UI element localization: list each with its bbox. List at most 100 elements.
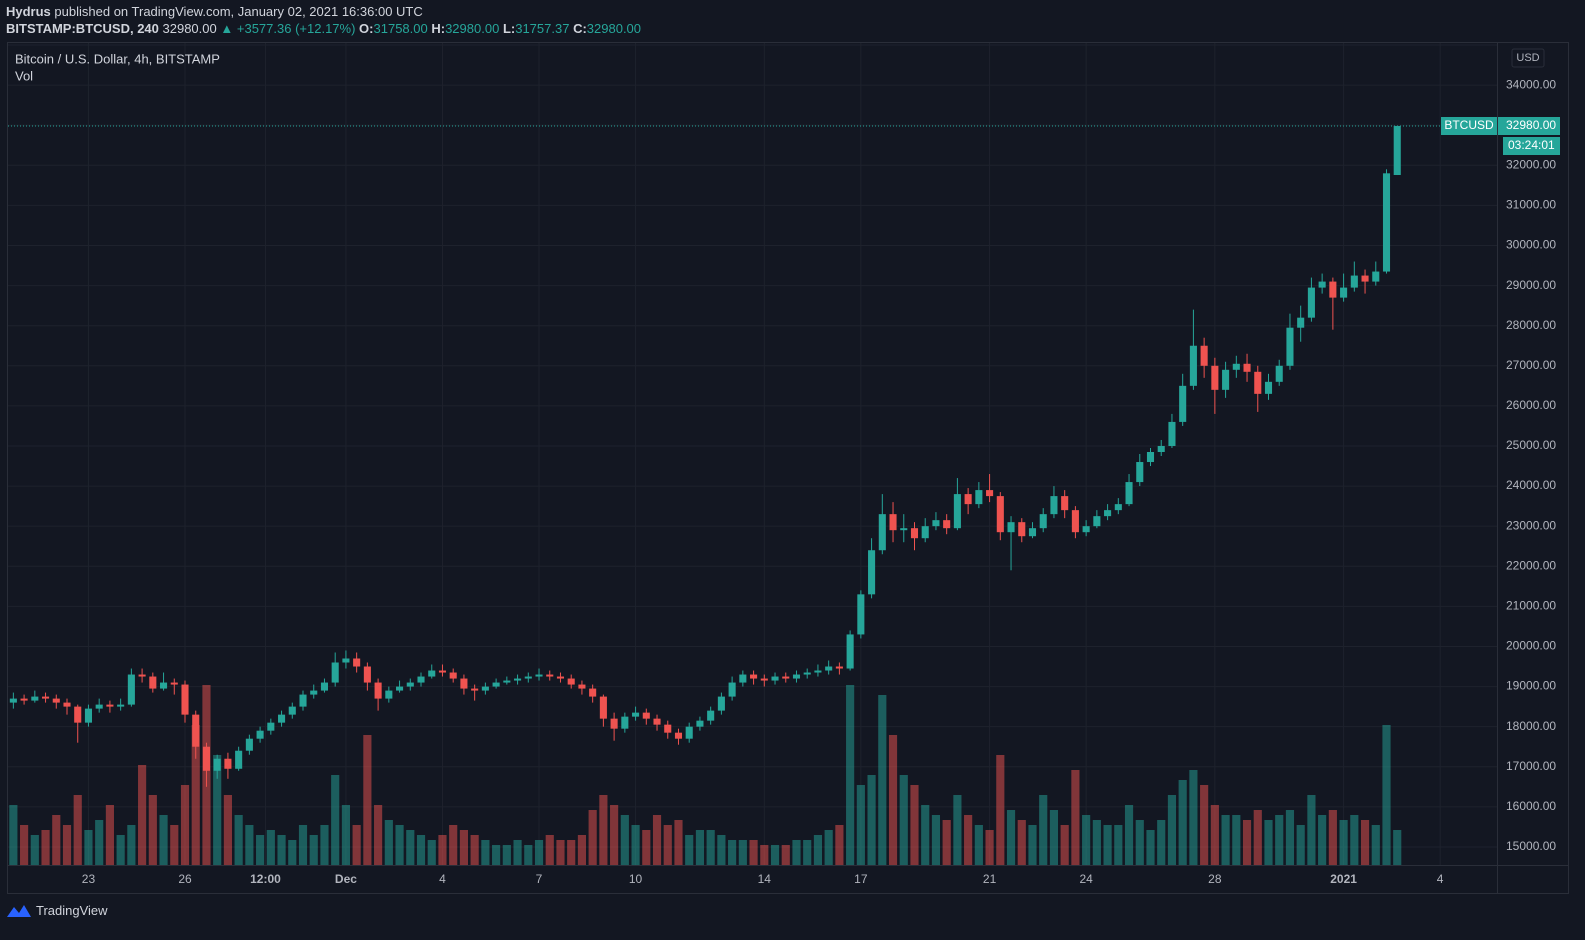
volume-bar [502,845,511,865]
candle-body [449,672,457,679]
axes: 15000.00 16000.00 17000.00 18000.00 19000.00… [82,48,1560,886]
volume-bar [170,825,179,865]
author: Hydrus [6,4,51,19]
candle-body [374,682,382,699]
candle-body [1307,287,1315,318]
volume-bar [1221,815,1230,865]
candle-body [567,678,575,685]
volume-bar [770,845,780,865]
candle-body [1125,482,1133,505]
volume-bar [492,845,501,865]
volume-bar [1124,805,1134,865]
volume-bar [1232,815,1241,865]
candle-body [1039,514,1047,529]
volume-bar [341,805,350,865]
candle-body [1211,365,1219,390]
volume-bar [1006,810,1016,865]
symbol-label-box [1441,117,1497,136]
symbol-label: BTCUSD [1444,118,1494,132]
candle-body [664,724,672,733]
volume-bar [73,795,82,865]
volume-bar [1135,820,1144,865]
volume-bar [374,805,383,865]
volume-bar [395,825,404,865]
volume-bar [556,840,565,865]
candle-body [771,676,779,681]
candle-body [363,666,371,683]
volume-bar [459,830,469,865]
candle-body [224,758,232,769]
candle-body [792,674,801,679]
volume-layer [9,685,1402,865]
volume-bar [148,795,157,865]
candle-body [1093,516,1101,527]
x-tick-label: Dec [335,872,357,886]
symbol-line: BITSTAMP:BTCUSD, 240 32980.00 ▲ +3577.36… [6,21,641,36]
volume-bar [792,840,801,865]
volume-bar [481,840,490,865]
candle-body [202,746,211,771]
volume-bar [406,830,415,865]
volume-bar [1210,805,1219,865]
volume-bar [685,835,694,865]
volume-bar [363,735,372,865]
volume-bar [470,835,479,865]
candle-body [1254,371,1262,394]
candle-body [556,676,565,679]
volume-bar [695,830,705,865]
candle-body [460,678,468,689]
candle-body [1372,271,1380,282]
volume-bar [256,835,265,865]
x-tick-label: 21 [983,872,997,886]
x-tick-label: 4 [1437,872,1444,886]
candle-body [782,676,790,679]
candle-body [986,490,994,497]
y-tick-label: 19000.00 [1506,679,1556,693]
candle-body [760,678,768,681]
volume-bar [1167,795,1177,865]
volume-bar [610,805,619,865]
candle-body [84,708,92,723]
volume-bar [298,825,308,865]
candle-layer [8,125,1497,787]
volume-bar [620,815,629,865]
candle-body [1061,496,1069,511]
candle-body [63,702,71,707]
x-tick-label: 4 [439,872,446,886]
volume-bar [1189,770,1198,865]
countdown-box [1503,137,1560,156]
candle-body [267,722,275,731]
y-tick-label: 24000.00 [1506,478,1556,492]
volume-bar [1328,810,1337,865]
last-price: 32980.00 [162,21,217,36]
volume-bar [921,805,930,865]
volume-bar [1382,725,1391,865]
volume-bar [824,830,833,865]
candle-body [106,704,114,707]
candle-body [578,684,586,689]
volume-bar [384,820,393,865]
candle-body [514,678,522,681]
ohlc-key: C: [573,21,587,36]
volume-bar [180,785,190,865]
candle-body [471,688,479,691]
volume-bar [62,825,72,865]
volume-bar [942,820,951,865]
volume-bar [309,835,318,865]
volume-bar [1264,820,1273,865]
candle-body [599,696,607,719]
volume-bar [352,825,361,865]
candle-body [900,528,908,531]
volume-bar [1339,820,1348,865]
candle-body [1318,281,1326,288]
volume-bar [642,830,651,865]
candle-body [396,686,404,691]
x-tick-label: 10 [629,872,643,886]
candle-body [95,704,103,709]
candle-body [320,682,329,691]
volume-bar [835,825,844,865]
last-price-label: 32980.00 [1506,118,1556,132]
candle-body [1114,504,1122,511]
candle-body [1104,510,1112,517]
